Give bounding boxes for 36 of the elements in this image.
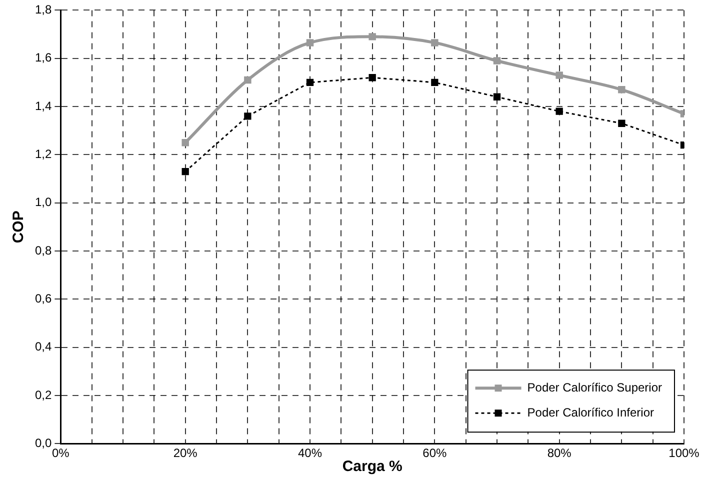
point [368,74,376,82]
y-tick-label: 0,4 [34,340,52,354]
legend-label: Poder Calorífico Inferior [527,405,654,420]
point [244,76,252,84]
y-tick-label: 1,8 [34,2,52,17]
y-tick-label: 0,0 [34,436,52,450]
y-tick-label: 1,0 [34,195,52,210]
point [182,139,189,146]
x-axis-title: Carga % [342,458,402,476]
point [493,93,501,100]
point [493,57,501,64]
point [182,168,189,176]
point [306,39,314,46]
point [431,78,438,86]
y-axis-title: COP [10,210,28,244]
y-tick-label: 1,2 [34,146,52,161]
point [368,33,376,40]
legend-label: Poder Calorífico Superior [527,380,662,394]
point [306,78,314,86]
y-tick-label: 0,8 [34,243,52,258]
point [618,86,626,94]
x-tick-label: 80% [547,446,572,460]
x-tick-label: 0% [52,446,70,460]
y-tick-label: 1,6 [34,50,52,65]
y-tick-label: 1,4 [34,98,52,113]
point [431,39,438,46]
x-tick-label: 60% [422,446,448,460]
point [618,120,626,127]
point [556,72,563,79]
x-tick-label: 40% [298,446,322,460]
point [556,108,563,115]
y-tick-label: 0,2 [34,388,52,402]
x-tick-label: 20% [173,446,198,460]
point [244,112,252,120]
x-tick-label: 100% [668,446,700,460]
y-tick-label: 0,6 [34,291,52,306]
